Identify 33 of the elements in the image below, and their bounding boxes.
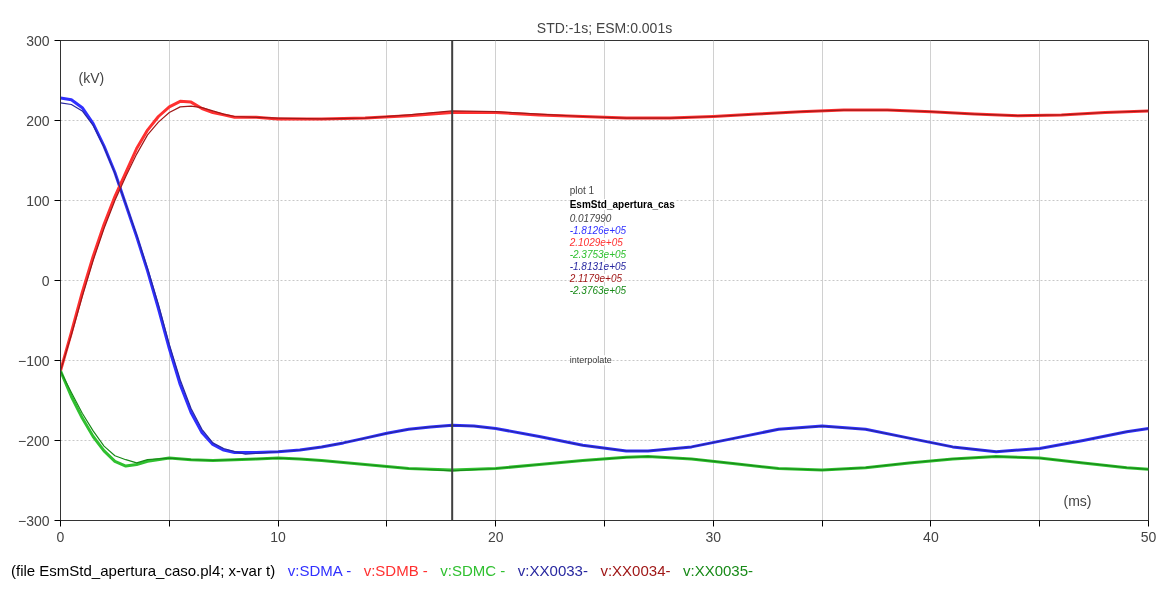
y-tick-label: 100 [26,192,50,209]
annotation: 2.1179e+05 [568,273,623,285]
annotation: -1.8126e+05 [569,225,627,237]
annotation: -2.3753e+05 [569,249,627,261]
y-tick-label: −300 [17,512,50,529]
text: v:XX0034- [600,562,671,579]
annotation: EsmStd_apertura_cas [569,199,676,211]
x-axis-title: (ms) [1063,492,1092,509]
y-tick-label: 300 [26,32,50,49]
y-tick-label: −100 [17,352,50,369]
x-tick-label: 50 [1140,528,1157,545]
text: v:SDMC - [440,562,506,579]
y-axis-title: (kV) [78,69,105,86]
x-tick-label: 0 [56,528,65,545]
x-tick-label: 10 [270,528,287,545]
annotation: 0.017990 [569,213,612,225]
chart-title: STD:-1s; ESM:0.001s [536,19,673,36]
text: v:XX0033- [517,562,588,579]
annotation: 2.1029e+05 [568,237,624,249]
y-tick-label: −200 [17,432,50,449]
legend-title: (file EsmStd_apertura_caso.pl4; x-var t) [11,562,276,579]
text: v:SDMA - [287,562,352,579]
text: v:SDMB - [363,562,428,579]
annotation: -1.8131e+05 [569,261,627,273]
annotation: interpolate [569,355,612,366]
y-tick-label: 0 [41,272,50,289]
text: v:XX0035- [682,562,754,579]
x-tick-label: 20 [487,528,504,545]
annotation: plot 1 [569,184,595,196]
annotation: -2.3763e+05 [569,285,627,297]
y-tick-label: 200 [26,112,50,129]
x-tick-label: 30 [705,528,722,545]
x-tick-label: 40 [923,528,939,545]
